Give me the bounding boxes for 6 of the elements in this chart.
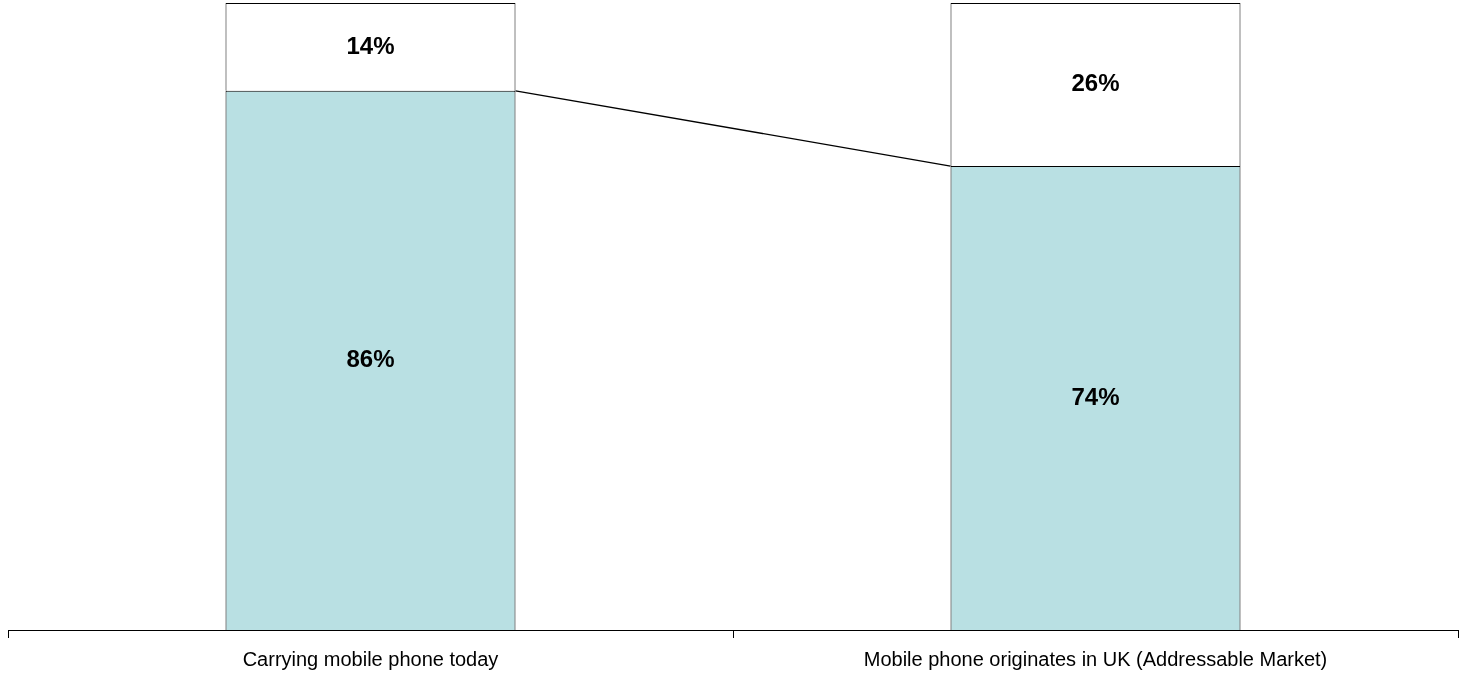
- data-label: 74%: [1071, 382, 1120, 410]
- x-tick-label: Mobile phone originates in UK (Addressable Market): [863, 647, 1328, 670]
- data-label: 14%: [346, 31, 395, 59]
- data-label: 26%: [1071, 69, 1120, 97]
- data-label: 86%: [346, 345, 395, 373]
- x-tick-label: Carrying mobile phone today: [242, 647, 499, 670]
